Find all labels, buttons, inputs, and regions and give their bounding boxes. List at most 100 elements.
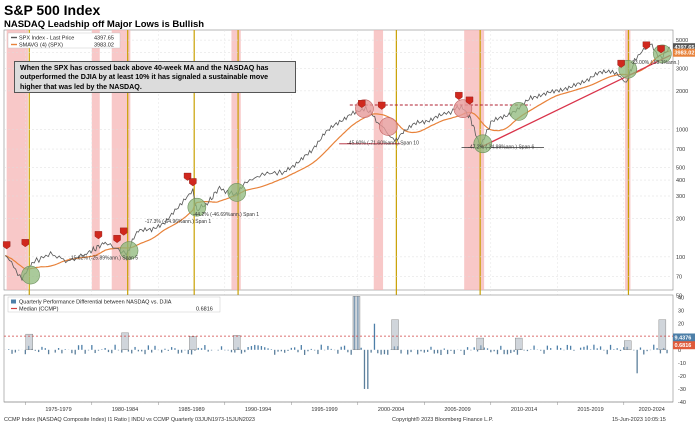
quarterly-diff-bar: [91, 345, 93, 350]
legend-price-label: SPX Index - Last Price: [19, 36, 74, 42]
upper-y-tick-label: 1000: [676, 127, 688, 133]
legend-ma-label: SMAVG (4) (SPX): [19, 43, 63, 49]
drawdown-band: [6, 30, 28, 290]
quarterly-diff-bar: [34, 349, 36, 351]
quarterly-diff-bar: [204, 345, 206, 350]
quarterly-diff-bar: [224, 349, 226, 351]
quarterly-diff-bar: [619, 349, 622, 351]
signal-marker: [113, 235, 121, 243]
quarterly-diff-bar: [586, 345, 588, 350]
signal-bar-box: [624, 340, 632, 351]
quarterly-diff-bar: [210, 349, 213, 351]
x-tick-label: 1975-1979: [45, 407, 71, 413]
quarterly-diff-bar: [493, 349, 495, 352]
quarterly-diff-bar: [47, 349, 50, 355]
quarterly-diff-bar: [137, 349, 140, 352]
quarterly-diff-bar: [569, 345, 572, 350]
quarterly-diff-bar: [111, 349, 113, 354]
quarterly-diff-bar: [41, 346, 43, 350]
quarterly-diff-bar: [207, 349, 209, 352]
quarterly-diff-bar: [244, 349, 246, 353]
quarterly-diff-bar: [387, 349, 389, 355]
quarterly-diff-bar: [599, 346, 602, 350]
quarterly-diff-bar: [284, 349, 286, 353]
quarterly-diff-bar: [264, 347, 266, 350]
quarterly-diff-bar: [463, 349, 465, 355]
quarterly-diff-bar: [350, 349, 352, 355]
quarterly-diff-bar: [164, 348, 166, 350]
drawdown-annotation: -17.3% (-64.96%ann.) Span 1: [145, 219, 211, 225]
quarterly-diff-bar: [77, 345, 80, 350]
quarterly-diff-bar: [44, 348, 46, 350]
quarterly-diff-bar: [254, 344, 256, 350]
diff-last-label: 9.4376: [675, 335, 692, 341]
signal-marker: [617, 59, 625, 68]
quarterly-diff-bar: [161, 349, 163, 353]
quarterly-diff-bar: [247, 347, 249, 350]
quarterly-diff-bar: [513, 349, 515, 352]
upper-y-tick-label: 50: [676, 293, 682, 299]
quarterly-diff-bar: [566, 344, 568, 350]
page-title: S&P 500 Index: [4, 2, 101, 18]
quarterly-diff-bar: [483, 347, 485, 350]
signal-marker: [378, 101, 386, 110]
quarterly-diff-bar: [400, 349, 402, 354]
signal-bar-box: [352, 296, 361, 351]
x-tick-label: 2010-2014: [511, 407, 537, 413]
quarterly-diff-bar: [303, 349, 306, 355]
quarterly-diff-bar: [300, 345, 302, 350]
quarterly-diff-bar: [290, 347, 292, 350]
quarterly-diff-bar: [543, 349, 545, 354]
quarterly-diff-bar: [423, 349, 425, 353]
upper-legend-box: [7, 32, 121, 49]
signal-circle: [119, 241, 139, 260]
drawdown-band: [111, 30, 131, 290]
drawdown-annotation: -47.2% (-34.99%ann.) Span 6: [468, 144, 534, 150]
quarterly-diff-bar: [37, 349, 40, 353]
quarterly-diff-bar: [151, 349, 153, 353]
quarterly-diff-bar: [184, 349, 186, 351]
upper-y-tick-label: 70: [676, 275, 682, 281]
quarterly-diff-bar: [606, 349, 608, 355]
quarterly-diff-bar: [633, 349, 635, 351]
upper-y-tick-label: 200: [676, 216, 685, 222]
quarterly-diff-bar: [476, 349, 479, 352]
lower-y-tick-label: 30: [678, 309, 684, 315]
lower-y-tick-label: -40: [678, 400, 686, 406]
legend-median-value: 0.6816: [196, 307, 213, 313]
quarterly-diff-bar: [310, 348, 312, 350]
quarterly-diff-bar: [433, 349, 435, 354]
quarterly-diff-bar: [313, 349, 316, 351]
quarterly-diff-bar: [220, 346, 223, 350]
quarterly-diff-bar: [427, 349, 429, 352]
drawdown-circle: [379, 117, 398, 136]
signal-marker: [189, 178, 197, 187]
quarterly-diff-bar: [486, 348, 489, 350]
quarterly-diff-bar: [616, 348, 618, 350]
quarterly-diff-bar: [270, 349, 273, 350]
quarterly-diff-bar: [170, 347, 173, 350]
quarterly-diff-bar: [636, 349, 638, 374]
quarterly-diff-bar: [373, 323, 376, 350]
quarterly-diff-bar: [190, 349, 193, 355]
upper-y-tick-label: 500: [676, 166, 685, 172]
signal-bar-box: [391, 319, 399, 351]
quarterly-diff-bar: [240, 349, 243, 354]
drawdown-annotation: -15.62% (-25.89%ann.) Span 5: [69, 256, 138, 262]
quarterly-diff-bar: [127, 349, 130, 352]
quarterly-diff-bar: [141, 349, 143, 352]
quarterly-diff-bar: [579, 347, 582, 350]
signal-bar-box: [476, 337, 484, 351]
quarterly-diff-bar: [420, 349, 422, 352]
footer-timestamp: 15-Jun-2023 10:05:15: [612, 417, 666, 423]
x-tick-label: 1985-1989: [178, 407, 204, 413]
footer: CCMP Index (NASDAQ Composite Index) I1 R…: [0, 415, 700, 427]
signal-circle: [187, 197, 207, 217]
quarterly-diff-bar: [227, 349, 229, 351]
quarterly-diff-bar: [297, 349, 299, 353]
quarterly-diff-bar: [250, 346, 253, 350]
quarterly-diff-bar: [64, 349, 66, 350]
quarterly-diff-bar: [257, 345, 259, 350]
quarterly-diff-bar: [596, 348, 598, 350]
quarterly-diff-bar: [117, 349, 120, 351]
